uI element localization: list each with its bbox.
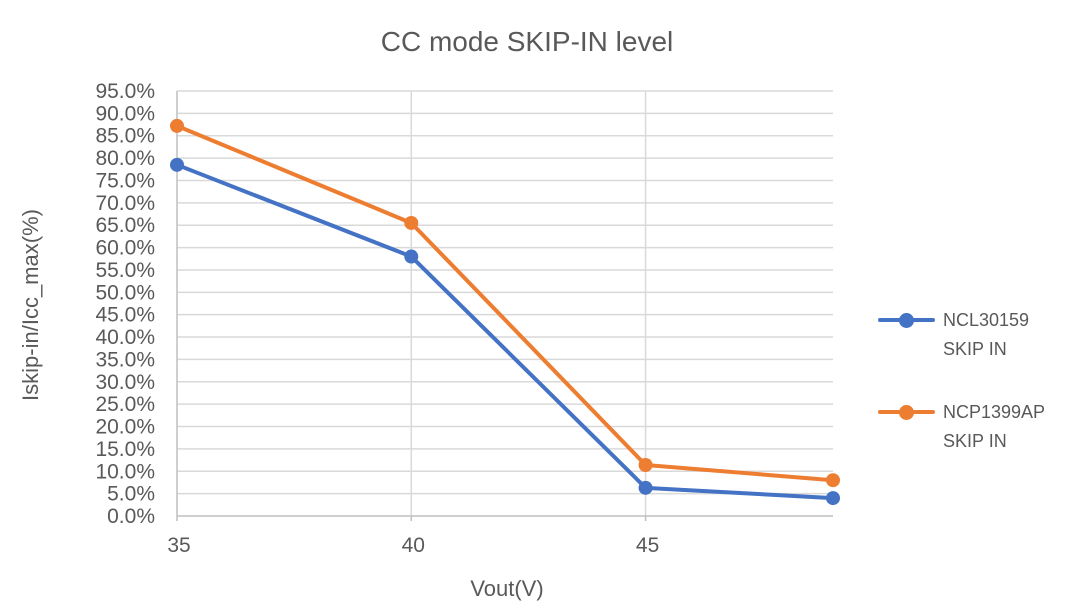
data-point-marker-ncl30159 [638,480,653,495]
x-tick-label: 35 [167,534,190,557]
legend-dot-swatch [899,313,914,328]
x-tick-label: 45 [636,534,659,557]
y-tick-label: 30.0% [95,371,155,394]
y-tick-label: 80.0% [95,147,155,170]
chart-title: CC mode SKIP-IN level [380,26,674,57]
x-axis-title: Vout(V) [470,576,544,601]
data-point-marker-ncp1399ap [638,458,653,472]
legend-label-line2: SKIP IN [943,339,1007,359]
legend-label-line1: NCP1399AP [943,402,1046,422]
y-tick-label: 0.0% [107,505,155,528]
y-tick-label: 10.0% [95,460,155,483]
y-tick-label: 95.0% [95,80,155,103]
y-tick-label: 70.0% [95,192,155,215]
data-point-marker-ncl30159 [170,157,184,172]
data-point-marker-ncp1399ap [404,215,419,230]
y-tick-label: 45.0% [95,304,155,327]
data-point-marker-ncl30159 [404,249,419,264]
legend-label-ncl30159: NCL30159 SKIP IN [943,306,1029,364]
y-tick-label: 85.0% [95,125,155,148]
y-tick-label: 55.0% [95,259,155,282]
series-line-ncp1399ap [175,123,835,483]
y-tick-label: 35.0% [95,348,155,371]
y-tick-label: 5.0% [107,483,155,506]
y-tick-label: 20.0% [95,416,155,439]
legend-dot-swatch [899,405,914,420]
y-tick-label: 90.0% [95,102,155,125]
y-tick-label: 25.0% [95,393,155,416]
legend: NCL30159 SKIP IN NCP1399AP SKIP IN [878,306,1045,490]
legend-label-ncp1399ap: NCP1399AP SKIP IN [943,398,1045,456]
series-line-ncl30159 [175,162,835,501]
legend-marker-ncp1399ap [878,398,935,427]
legend-entry-ncl30159: NCL30159 SKIP IN [878,306,1045,364]
y-tick-label: 75.0% [95,169,155,192]
y-axis-title: Iskip-in/Icc_max(%) [18,209,43,401]
y-tick-label: 15.0% [95,438,155,461]
data-point-marker-ncp1399ap [170,118,184,133]
legend-label-line2: SKIP IN [943,431,1007,451]
data-point-marker-ncl30159 [826,491,840,506]
y-tick-label: 50.0% [95,281,155,304]
legend-marker-ncl30159 [878,306,935,335]
x-tick-label: 40 [402,534,425,557]
y-tick-label: 65.0% [95,214,155,237]
y-tick-label: 60.0% [95,237,155,260]
legend-label-line1: NCL30159 [943,310,1030,330]
legend-entry-ncp1399ap: NCP1399AP SKIP IN [878,398,1045,456]
data-point-marker-ncp1399ap [826,473,840,488]
y-tick-label: 40.0% [95,326,155,349]
